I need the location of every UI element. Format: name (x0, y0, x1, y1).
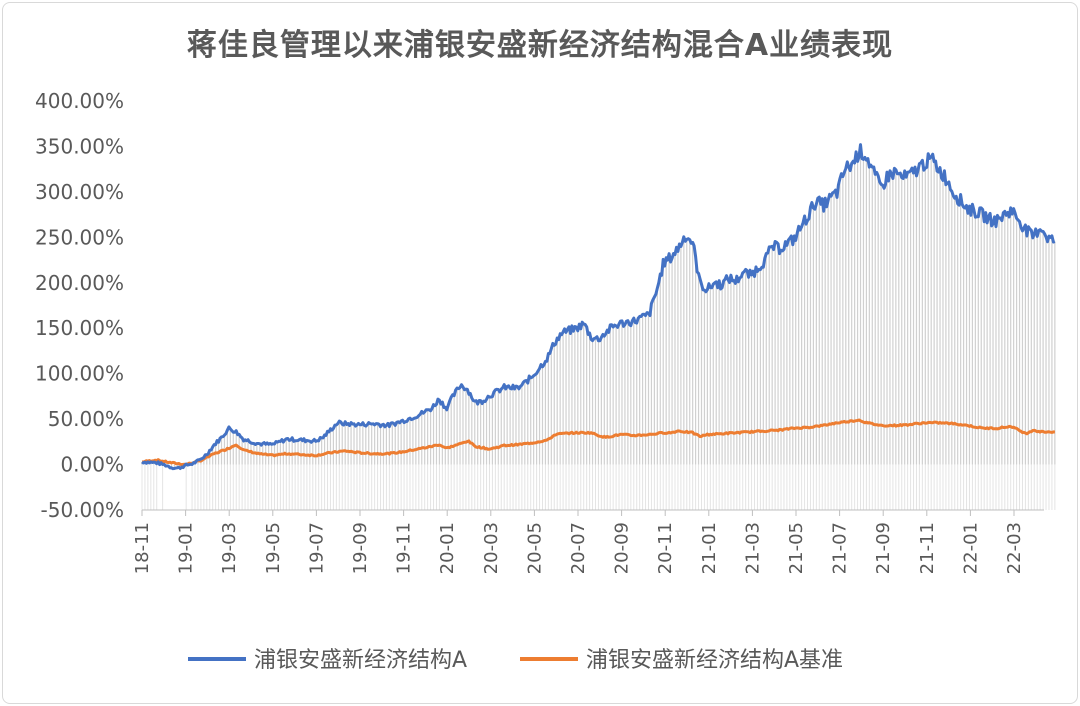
series-line-benchmark (141, 418, 1055, 467)
y-tick-label: 300.00% (35, 180, 124, 204)
x-tick-label: 20-11 (655, 522, 676, 574)
legend: 浦银安盛新经济结构A 浦银安盛新经济结构A基准 (188, 648, 843, 673)
y-tick-label: 50.00% (48, 407, 124, 431)
area-fill-layer (141, 144, 1056, 510)
y-tick-label: 0.00% (60, 453, 124, 477)
x-tick-label: 19-01 (176, 522, 197, 574)
y-tick-label: 350.00% (35, 134, 124, 158)
y-tick-label: 200.00% (35, 271, 124, 295)
x-tick-label: 19-03 (219, 522, 240, 574)
x-tick-label: 20-05 (524, 522, 545, 574)
axis-layer: 400.00% 350.00% 300.00% 250.00% 200.00% 150.0… (35, 89, 1044, 574)
x-tick-label: 22-03 (1004, 522, 1025, 574)
x-tick-label: 19-07 (306, 522, 327, 574)
series-line-fund (141, 143, 1056, 471)
x-tick-label: 21-07 (830, 522, 851, 574)
x-tick-label: 21-01 (699, 522, 720, 574)
y-tick-label: -50.00% (41, 498, 124, 522)
series-layer (141, 143, 1056, 471)
y-tick-label: 400.00% (35, 89, 124, 113)
x-tick-label: 19-09 (350, 522, 371, 574)
x-tick-label: 20-03 (481, 522, 502, 574)
x-tick-label: 20-01 (437, 522, 458, 574)
x-tick-label: 19-11 (394, 522, 415, 574)
x-tick-label: 20-09 (612, 522, 633, 574)
legend-label: 浦银安盛新经济结构A (254, 648, 467, 673)
x-tick-label: 18-11 (132, 522, 153, 574)
x-tick-label: 20-07 (568, 522, 589, 574)
legend-item-benchmark: 浦银安盛新经济结构A基准 (520, 648, 843, 673)
legend-item-fund: 浦银安盛新经济结构A (188, 648, 467, 673)
legend-label: 浦银安盛新经济结构A基准 (586, 648, 843, 673)
y-tick-label: 150.00% (35, 316, 124, 340)
x-tick-label: 22-01 (960, 522, 981, 574)
chart-title: 蒋佳良管理以来浦银安盛新经济结构混合A业绩表现 (186, 28, 894, 63)
y-tick-label: 100.00% (35, 362, 124, 386)
x-tick-label: 21-05 (786, 522, 807, 574)
x-tick-label: 21-09 (873, 522, 894, 574)
x-tick-label: 21-03 (742, 522, 763, 574)
y-tick-label: 250.00% (35, 225, 124, 249)
x-tick-label: 19-05 (263, 522, 284, 574)
x-tick-label: 21-11 (917, 522, 938, 574)
